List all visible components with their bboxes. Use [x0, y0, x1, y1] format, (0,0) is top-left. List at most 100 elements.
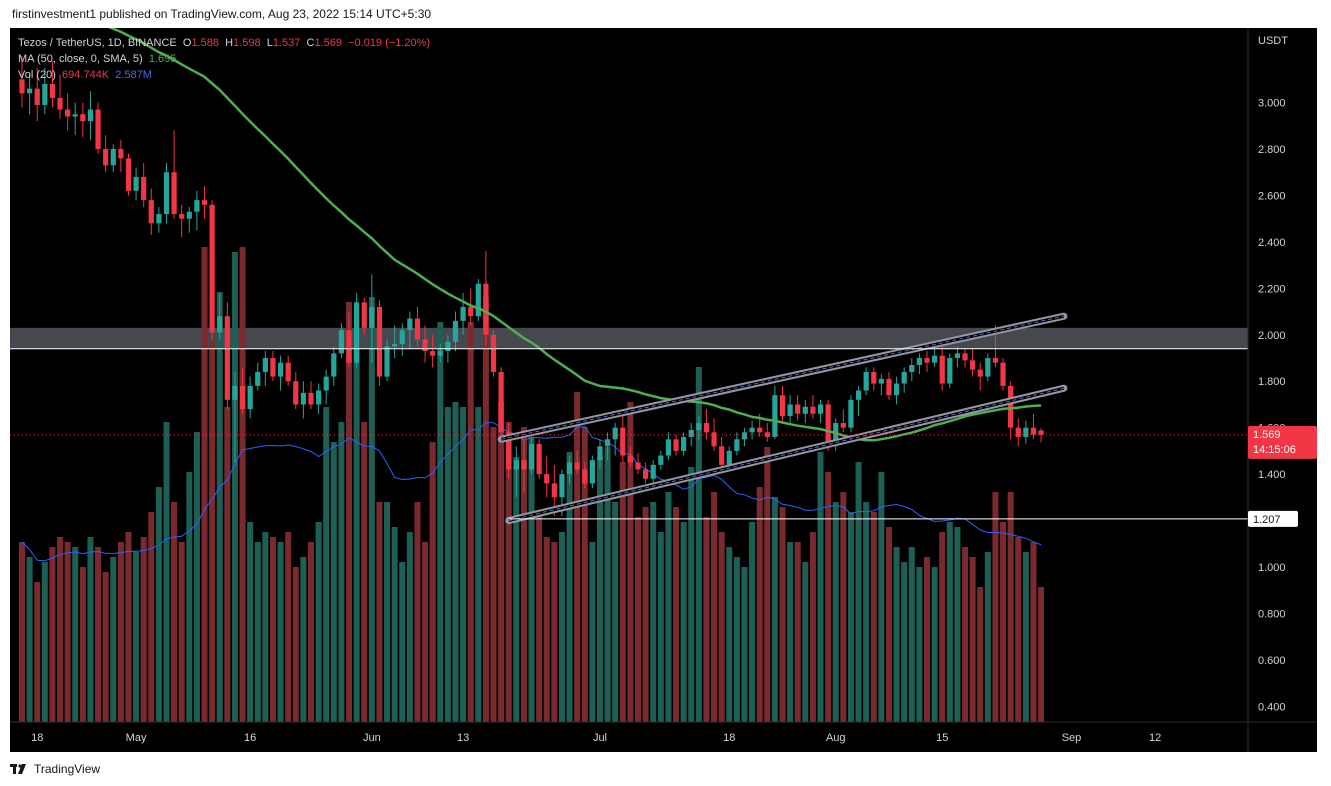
volume-bar — [680, 522, 687, 722]
candle-body — [992, 358, 999, 363]
candle-body — [681, 436, 687, 451]
candle-body — [932, 355, 938, 363]
candle-body — [924, 358, 930, 363]
volume-layer — [19, 247, 1045, 722]
volume-bar — [277, 542, 284, 722]
volume-bar — [749, 522, 756, 722]
candle-body — [468, 306, 474, 317]
legend-close-label: C — [306, 37, 315, 49]
legend-vol-row[interactable]: Vol (20) 694.744K 2.587M — [18, 67, 430, 83]
volume-bar — [231, 252, 238, 722]
volume-bar — [870, 512, 877, 722]
volume-bar — [41, 562, 48, 722]
time-tick-label: May — [126, 732, 147, 744]
candle-body — [422, 339, 428, 352]
candle-body — [886, 378, 892, 396]
candle-body — [719, 446, 725, 465]
candle-body — [49, 84, 56, 98]
legend-ma-label: MA (50, close, 0, SMA, 5) — [18, 53, 143, 65]
candle-body — [247, 385, 253, 410]
candle-body — [171, 172, 177, 215]
volume-bar — [186, 472, 193, 722]
candle-body — [80, 114, 86, 122]
candle-body — [308, 392, 314, 405]
volume-bar — [954, 527, 961, 722]
time-tick-label: 18 — [31, 732, 43, 744]
volume-bar — [239, 247, 246, 722]
candle-body — [544, 474, 550, 484]
candle-body — [536, 443, 542, 475]
volume-bar — [49, 547, 56, 722]
candle-body — [1030, 427, 1037, 435]
price-chart[interactable]: USDT 3.000 2.800 2.600 2.400 2.200 2.000 1.800… — [10, 28, 1317, 752]
candle-body — [194, 200, 200, 212]
chart-frame[interactable]: USDT 3.000 2.800 2.600 2.400 2.200 2.000 1.800… — [10, 28, 1317, 752]
volume-bar — [635, 517, 642, 722]
price-axis: 3.0002.8002.6002.4002.2002.0001.8001.600… — [1258, 98, 1286, 714]
volume-bar — [353, 332, 360, 722]
candle-body — [179, 214, 185, 219]
candle-body — [566, 462, 573, 475]
volume-bar — [840, 492, 847, 722]
support-tag — [1248, 510, 1298, 527]
candle-body — [757, 427, 763, 433]
volume-bar — [657, 532, 664, 722]
legend-symbol[interactable]: Tezos / TetherUS, 1D, BINANCE — [18, 37, 177, 49]
volume-bar — [72, 547, 79, 722]
volume-bar — [482, 297, 489, 722]
volume-bar — [368, 297, 375, 722]
candle-body — [392, 344, 398, 347]
volume-bar — [102, 572, 109, 722]
candle-body — [338, 330, 345, 354]
volume-bar — [726, 547, 733, 722]
price-tick-label: 2.200 — [1258, 283, 1286, 295]
time-tick-label: 13 — [457, 732, 469, 744]
candle-body — [521, 460, 527, 470]
channel-upper-center — [501, 315, 1064, 440]
volume-bar — [520, 427, 527, 722]
candle-body — [962, 353, 968, 361]
time-tick-label: 18 — [723, 732, 735, 744]
candle-body — [430, 351, 436, 356]
candle-body — [239, 385, 246, 410]
candle-body — [970, 360, 976, 370]
legend-ma-row[interactable]: MA (50, close, 0, SMA, 5) 1.695 — [18, 51, 430, 67]
candle-body — [399, 330, 405, 345]
volume-bar — [551, 542, 558, 722]
volume-bar — [878, 472, 885, 722]
candle-body — [224, 316, 230, 400]
candle-body — [483, 283, 489, 335]
candle-body — [452, 320, 459, 342]
candle-body — [209, 204, 215, 333]
legend-high: 1.598 — [233, 37, 261, 49]
legend-low-label: L — [266, 37, 273, 49]
time-tick-label: 16 — [244, 732, 256, 744]
volume-bar — [140, 537, 147, 722]
volume-bar — [908, 547, 915, 722]
price-axis-currency: USDT — [1258, 35, 1288, 47]
volume-bar — [642, 507, 649, 722]
candle-body — [787, 404, 793, 417]
legend-close: 1.569 — [314, 37, 342, 49]
volume-bar — [673, 507, 680, 722]
candle-body — [1023, 427, 1029, 437]
volume-bar — [984, 552, 991, 722]
candle-body — [977, 369, 983, 377]
candle-body — [201, 200, 208, 205]
price-tick-label: 2.800 — [1258, 144, 1286, 156]
candle-body — [871, 371, 877, 384]
candle-body — [300, 392, 306, 405]
volume-bar — [133, 552, 140, 722]
candle-body — [551, 483, 557, 498]
legend-open: 1.588 — [191, 37, 219, 49]
volume-bar — [992, 492, 999, 722]
candle-body — [734, 439, 740, 451]
candle-body — [361, 302, 367, 328]
volume-bar — [346, 302, 353, 722]
volume-bar — [863, 502, 870, 722]
candle-body — [293, 381, 299, 405]
volume-bar — [1030, 542, 1037, 722]
volume-bar — [391, 527, 398, 722]
candle-body — [445, 341, 451, 352]
ma-line — [108, 28, 1042, 442]
